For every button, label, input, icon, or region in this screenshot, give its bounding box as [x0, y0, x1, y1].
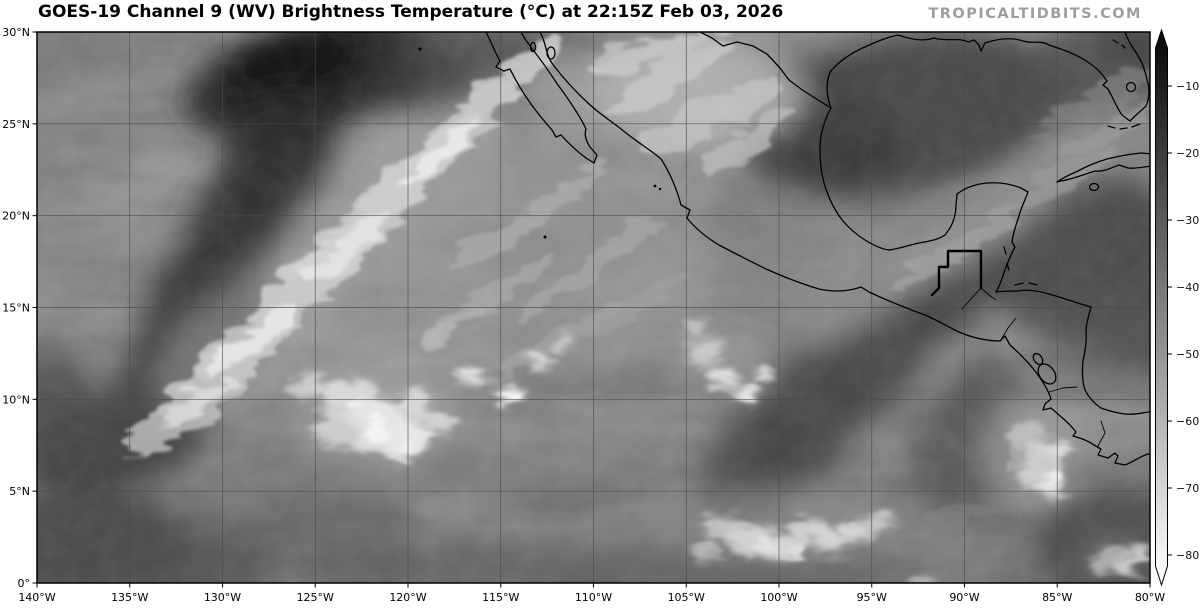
lake-nicaragua: [1037, 363, 1057, 385]
colorbar-tick-label: −40: [1176, 281, 1199, 294]
colorbar: −10 −20 −30 −40 −50 −60 −70 −80: [1155, 28, 1199, 587]
y-tick-label: 20°N: [2, 210, 30, 223]
y-tick-label: 5°N: [9, 485, 30, 498]
y-tick-label: 30°N: [2, 26, 30, 39]
latlon-gridlines: [37, 32, 1150, 583]
coast-baja-california: [485, 32, 598, 164]
y-tick-label: 15°N: [2, 302, 30, 315]
isla-tiburon: [546, 46, 556, 60]
y-tick-label: 0°: [18, 577, 31, 590]
x-tick-label: 95°W: [857, 591, 887, 604]
x-tick-label: 115°W: [482, 591, 519, 604]
lake-managua: [1032, 352, 1044, 366]
colorbar-tick-label: −10: [1176, 80, 1199, 93]
y-axis: 30°N 25°N 20°N 15°N 10°N 5°N 0°: [2, 26, 37, 590]
x-tick-label: 90°W: [949, 591, 979, 604]
x-tick-label: 85°W: [1042, 591, 1072, 604]
colorbar-tick-label: −80: [1176, 549, 1199, 562]
x-tick-label: 140°W: [18, 591, 55, 604]
lake-okeechobee: [1125, 81, 1137, 93]
y-tick-label: 10°N: [2, 393, 30, 406]
y-tick-label: 25°N: [2, 118, 30, 131]
colorbar-tick-label: −30: [1176, 214, 1199, 227]
coast-cuba-south: [1056, 164, 1150, 183]
x-tick-label: 135°W: [111, 591, 148, 604]
colorbar-gradient-bar: [1155, 28, 1168, 587]
colorbar-tick-label: −20: [1176, 147, 1199, 160]
belize-cays: [1003, 246, 1010, 271]
small-islands: [418, 47, 662, 239]
bahamas-islets: [1112, 39, 1126, 49]
colorbar-tick-label: −50: [1176, 348, 1199, 361]
x-tick-label: 120°W: [389, 591, 426, 604]
x-tick-label: 110°W: [575, 591, 612, 604]
x-tick-label: 80°W: [1135, 591, 1165, 604]
watermark: TROPICALTIDBITS.COM: [928, 6, 1142, 22]
coast-mexico-pacific-central-america: [539, 32, 1150, 466]
x-tick-label: 125°W: [297, 591, 334, 604]
coast-mexico-gulf-yucatan-belize: [819, 107, 1029, 293]
coast-cuba-north: [1056, 152, 1150, 183]
bay-islands: [1014, 282, 1038, 286]
colorbar-tick-label: −60: [1176, 415, 1199, 428]
x-tick-label: 105°W: [668, 591, 705, 604]
colorbar-tick-label: −70: [1176, 482, 1199, 495]
x-axis: 140°W 135°W 130°W 125°W 120°W 115°W 110°W 105°W…: [18, 583, 1165, 604]
x-tick-label: 100°W: [760, 591, 797, 604]
map-border: [36, 31, 1151, 584]
border-rio-grande: [699, 32, 832, 109]
coast-honduras-panama-caribbean: [995, 289, 1150, 415]
x-tick-label: 130°W: [204, 591, 241, 604]
isle-of-youth: [1088, 182, 1100, 192]
florida-keys: [1107, 123, 1141, 130]
isla-angel: [529, 41, 537, 53]
colorbar-ticks: −10 −20 −30 −40 −50 −60 −70 −80: [1167, 80, 1199, 562]
page-title: GOES-19 Channel 9 (WV) Brightness Temper…: [38, 2, 784, 22]
coastlines: [418, 32, 1150, 466]
central-america-borders: [961, 287, 1106, 447]
coast-us-gulf-florida: [826, 32, 1150, 122]
guatemala-belize-thick-borders: [930, 249, 983, 297]
